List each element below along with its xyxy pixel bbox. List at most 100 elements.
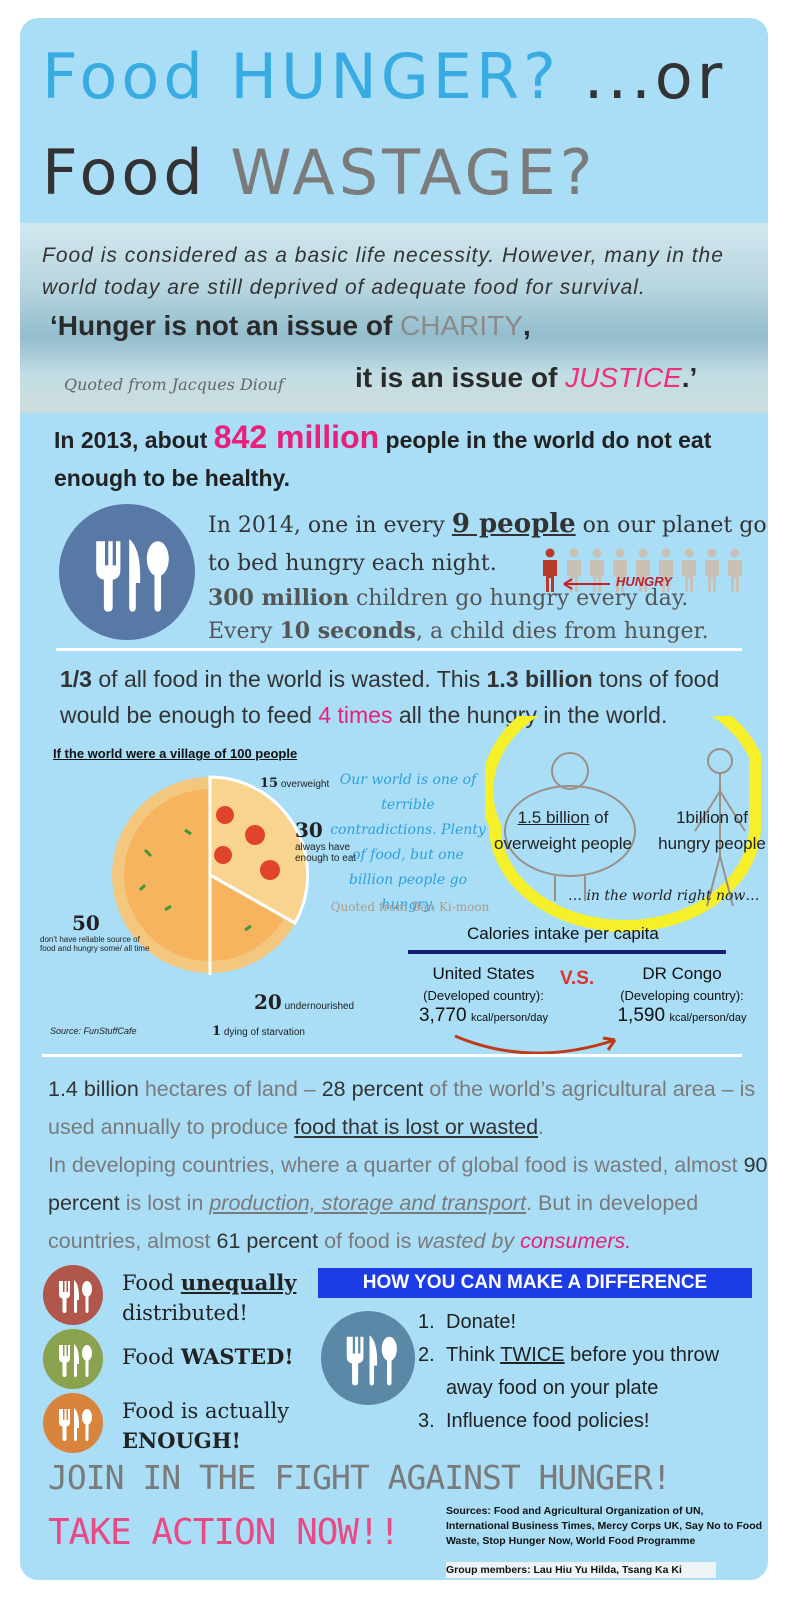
- quote-attribution: Quoted from Jacques Diouf: [64, 375, 284, 394]
- item-text: Think TWICE before you throw away food o…: [446, 1339, 758, 1405]
- compare-number: 1billion: [676, 808, 730, 827]
- land-part: . But in developed countries, almost: [48, 1191, 699, 1253]
- waste-text: 1/3 of all food in the world is wasted. …: [60, 661, 740, 733]
- village-number: 15: [260, 776, 279, 791]
- compare-overweight: 1.5 billion of overweight people: [488, 805, 638, 857]
- compare-caption: … in the world right now…: [568, 888, 760, 904]
- fact-part: children go hungry every day.: [348, 586, 689, 611]
- icon-wasted: [43, 1329, 103, 1389]
- country-type: (Developed country):: [423, 988, 544, 1003]
- country-value: 3,770: [418, 1005, 467, 1026]
- facts-line3: Every 10 seconds, a child dies from hung…: [208, 618, 768, 644]
- country-unit: kcal/person/day: [470, 1012, 549, 1024]
- country-type: (Developing country):: [620, 988, 744, 1003]
- divider: [56, 648, 742, 651]
- problem-3: Food is actually ENOUGH!: [122, 1396, 322, 1456]
- land-text: 1.4 billion hectares of land – 28 percen…: [48, 1070, 768, 1260]
- compare-hungry: 1billion of hungry people: [650, 805, 768, 857]
- fact-part: Every: [208, 619, 280, 644]
- facts-line2: 300 million children go hungry every day…: [208, 585, 768, 611]
- village-text: undernourished: [284, 1001, 355, 1012]
- card: Food HUNGER? ...or Food WASTAGE? Food is…: [12, 10, 776, 1588]
- village-text: overweight: [280, 779, 330, 790]
- village-number: 1: [212, 1024, 222, 1039]
- waste-part: all the hungry in the world.: [392, 702, 668, 728]
- quote-part: .’: [681, 362, 698, 393]
- quote-part: JUSTICE: [565, 362, 682, 393]
- item-highlight: TWICE: [500, 1344, 565, 1366]
- land-part: of the world’s agricultural area – is us…: [48, 1077, 756, 1139]
- village-title: If the world were a village of 100 peopl…: [53, 746, 298, 761]
- waste-highlight: 1.3 billion: [486, 666, 593, 692]
- problem-highlight: unequally: [180, 1270, 297, 1295]
- land-highlight: 61 percent: [216, 1229, 319, 1253]
- village-number: 20: [254, 990, 282, 1014]
- waste-part: tons of food would be enough to feed: [60, 666, 720, 728]
- fact-part: on our planet go to bed hungry each nigh…: [208, 513, 767, 576]
- calories-us: United States (Developed country): 3,770 k…: [396, 964, 571, 1027]
- fact-highlight: 9 people: [451, 509, 576, 539]
- land-highlight: food that is lost or wasted: [294, 1115, 539, 1139]
- compare-figures: [485, 716, 761, 932]
- village-label-30: 30 always have enough to eat: [295, 818, 365, 864]
- quote2-attribution: Quoted from Ban Ki-moon: [330, 900, 490, 914]
- quote-part: CHARITY: [400, 310, 523, 341]
- village-label-1: 1 dying of starvation: [212, 1024, 305, 1039]
- land-part: is lost in: [119, 1191, 210, 1215]
- village-source: Source: FunStuffCafe: [50, 1026, 137, 1036]
- village-label-50: 50 don't have reliable source of food and…: [40, 911, 150, 953]
- problem-part: Food: [122, 1345, 181, 1369]
- land-part: of food is: [318, 1229, 418, 1253]
- land-part: hectares of land –: [138, 1077, 322, 1101]
- quote-part: ,: [522, 310, 531, 341]
- difference-item: 3. Influence food policies!: [418, 1405, 758, 1438]
- sources: Sources: Food and Agricultural Organizat…: [446, 1505, 763, 1547]
- country-unit: kcal/person/day: [669, 1012, 747, 1024]
- item-part: before you throw away food on your plate: [446, 1344, 720, 1399]
- calories-congo: DR Congo (Developing country): 1,590 kcal/…: [592, 964, 768, 1027]
- people-figures: [543, 548, 742, 592]
- problem-part: distributed!: [122, 1301, 248, 1325]
- waste-part: of all food in the world is wasted. This: [91, 666, 487, 692]
- village-number: 50: [72, 911, 100, 935]
- item-number: 1.: [418, 1311, 435, 1333]
- title-part: Food HUNGER?: [42, 40, 584, 113]
- village-text: dying of starvation: [223, 1027, 305, 1038]
- item-part: Think: [446, 1344, 501, 1366]
- item-text: Influence food policies!: [446, 1410, 650, 1432]
- land-highlight: 90 percent: [48, 1153, 768, 1215]
- waste-highlight: 1/3: [60, 666, 92, 692]
- difference-icon: [321, 1311, 415, 1405]
- land-highlight: 1.4 billion: [48, 1077, 139, 1101]
- intro: Food is considered as a basic life neces…: [42, 244, 724, 299]
- waste-highlight: 4 times: [318, 702, 393, 728]
- country-value: 1,590: [617, 1005, 666, 1026]
- join-text: JOIN IN THE FIGHT AGAINST HUNGER!: [48, 1458, 672, 1497]
- quote-line2: it is an issue of JUSTICE.’: [355, 362, 697, 394]
- country-name: United States: [432, 964, 535, 983]
- icon-unequal: [43, 1265, 103, 1325]
- divider: [42, 1054, 742, 1057]
- stat-part: people in the world do not eat enough to…: [54, 427, 712, 491]
- food-icon: [59, 504, 195, 640]
- problem-2: Food WASTED!: [122, 1344, 294, 1369]
- stat-2013: In 2013, about 842 million people in the…: [54, 418, 754, 497]
- stat-part: In 2013, about: [54, 427, 214, 453]
- title-part: Food: [42, 136, 231, 209]
- village-label-20: 20 undernourished: [254, 990, 354, 1014]
- fact-highlight: 300 million: [208, 585, 349, 611]
- title-line2: Food WASTAGE?: [42, 136, 597, 209]
- title-part: WASTAGE?: [230, 136, 597, 209]
- fact-highlight: 10 seconds: [279, 618, 416, 644]
- hungry-label: HUNGRY: [616, 574, 673, 589]
- compare-number: 1.5 billion: [517, 808, 590, 827]
- fact-part: In 2014, one in every: [208, 513, 452, 538]
- land-highlight: wasted by: [417, 1229, 521, 1253]
- calories-title: Calories intake per capita: [467, 924, 659, 943]
- item-number: 2.: [418, 1344, 435, 1366]
- difference-item: 2. Think TWICE before you throw away food…: [418, 1339, 758, 1405]
- village-label-15: 15 overweight: [260, 776, 329, 791]
- compare-text: of hungry people: [658, 808, 766, 853]
- problem-part: Food is actually: [122, 1399, 290, 1423]
- village-number: 30: [295, 818, 323, 842]
